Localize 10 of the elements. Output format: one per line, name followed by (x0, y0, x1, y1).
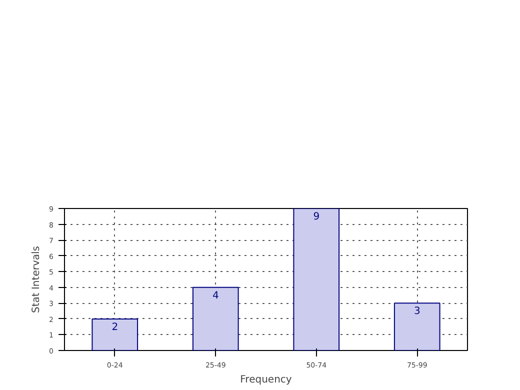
data-label: 3 (414, 306, 420, 318)
bar (192, 286, 239, 350)
data-label: 4 (212, 290, 219, 302)
data-label: 2 (112, 322, 118, 333)
bar (394, 302, 440, 350)
y-axis-title: Stat Intervals (31, 246, 42, 313)
data-label: 9 (313, 212, 320, 222)
bar (92, 318, 138, 350)
bar (293, 208, 340, 350)
x-axis-title: Frequency (240, 374, 292, 386)
